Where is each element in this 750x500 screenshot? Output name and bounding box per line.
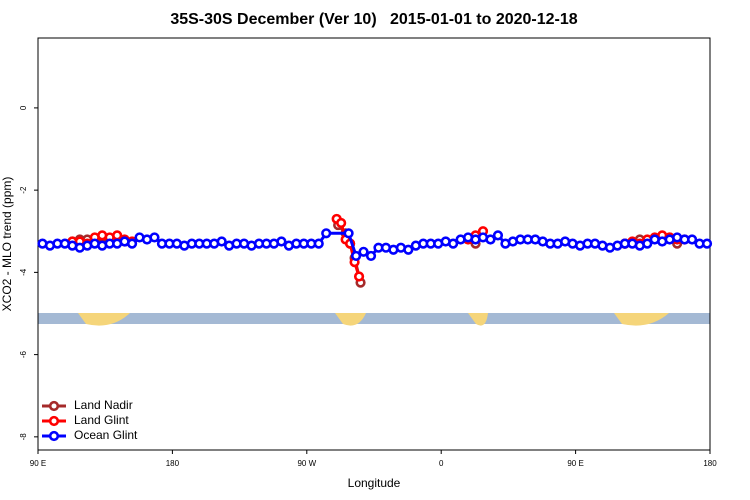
data-point xyxy=(276,236,287,247)
legend-label: Land Nadir xyxy=(74,398,133,412)
land-area xyxy=(335,313,366,326)
data-point xyxy=(365,250,377,262)
data-point xyxy=(492,230,504,241)
x-tick-label: 90 W xyxy=(297,459,316,468)
x-tick-label: 0 xyxy=(439,459,444,468)
legend-marker xyxy=(48,430,60,442)
data-point xyxy=(701,238,713,249)
land-area xyxy=(614,313,669,326)
data-point xyxy=(485,234,496,245)
data-point xyxy=(448,238,459,249)
data-point xyxy=(350,250,362,262)
legend-label: Land Glint xyxy=(74,413,129,427)
x-tick-label: 180 xyxy=(166,459,180,468)
data-point xyxy=(353,271,365,282)
y-tick-label: 0 xyxy=(19,105,28,110)
data-point xyxy=(358,246,369,257)
land-area xyxy=(468,313,488,326)
data-point xyxy=(126,238,138,249)
data-point xyxy=(321,228,332,239)
x-tick-label: 90 E xyxy=(30,459,46,468)
legend-label: Ocean Glint xyxy=(74,428,138,442)
data-point xyxy=(642,238,653,249)
y-tick-label: -6 xyxy=(19,351,28,359)
data-point xyxy=(216,236,227,247)
data-point xyxy=(336,217,347,229)
y-tick-label: -4 xyxy=(19,268,28,276)
map-strip xyxy=(38,313,710,324)
x-tick-label: 90 E xyxy=(567,459,583,468)
land-area xyxy=(78,313,130,326)
chart-title: 35S-30S December (Ver 10) 2015-01-01 to … xyxy=(170,11,577,28)
x-axis-label: Longitude xyxy=(348,476,401,490)
legend-marker xyxy=(48,415,60,427)
data-point xyxy=(313,238,324,249)
data-point xyxy=(149,232,160,243)
legend-marker xyxy=(48,400,60,412)
x-tick-label: 180 xyxy=(703,459,717,468)
data-point xyxy=(403,244,414,255)
y-tick-label: -2 xyxy=(19,186,28,194)
data-point xyxy=(343,228,354,239)
data-point xyxy=(686,234,698,245)
y-axis-label: XCO2 - MLO trend (ppm) xyxy=(0,177,14,312)
y-tick-label: -8 xyxy=(19,433,28,441)
